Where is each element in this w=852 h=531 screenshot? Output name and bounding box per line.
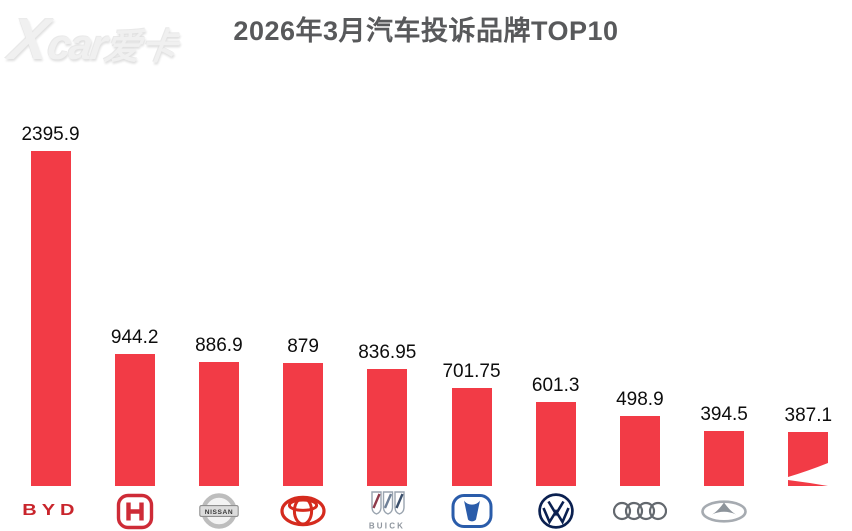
- logo-changan: [437, 491, 507, 531]
- nissan-logo-icon: NISSAN: [199, 493, 239, 529]
- bar-volkswagen: [535, 402, 576, 486]
- value-label: 601.3: [531, 375, 580, 396]
- value-label: 701.75: [442, 361, 501, 382]
- bar-column-chery: 394.5: [689, 0, 759, 531]
- audi-logo-icon: [612, 501, 667, 521]
- chery-logo-icon: [701, 500, 747, 523]
- svg-text:BUICK: BUICK: [369, 522, 405, 531]
- value-label: 387.1: [784, 405, 833, 426]
- toyota-logo-icon: [280, 495, 326, 527]
- bar-nissan: [198, 362, 239, 486]
- bar-column-volkswagen: 601.3: [521, 0, 591, 531]
- bar-changan: [451, 388, 492, 486]
- logo-audi: [605, 491, 675, 531]
- logo-toyota: [268, 491, 338, 531]
- changan-logo-icon: [451, 494, 492, 528]
- white-swoosh-overlay-icon: [788, 463, 829, 486]
- value-label: 879: [287, 336, 319, 357]
- value-label: 2395.9: [21, 124, 80, 145]
- bar-column-byd: 2395.9 BYD: [16, 0, 86, 531]
- honda-logo-icon: [116, 493, 153, 529]
- buick-logo-icon: BUICK: [369, 491, 405, 531]
- bar-column-obscured: 387.1: [773, 0, 843, 531]
- bar-column-honda: 944.2: [100, 0, 170, 531]
- bar-column-nissan: 886.9 NISSAN: [184, 0, 254, 531]
- svg-text:NISSAN: NISSAN: [205, 509, 234, 516]
- bar-column-changan: 701.75: [437, 0, 507, 531]
- logo-byd: BYD: [16, 491, 86, 531]
- bar-byd: [30, 151, 71, 486]
- bar-column-toyota: 879: [268, 0, 338, 531]
- chart-title: 2026年3月汽车投诉品牌TOP10: [233, 16, 619, 46]
- bar-column-audi: 498.9: [605, 0, 675, 531]
- bar-obscured: [788, 432, 829, 486]
- bar-column-buick: 836.95 BUICK: [352, 0, 422, 531]
- bar-buick: [367, 369, 408, 486]
- logo-nissan: NISSAN: [184, 491, 254, 531]
- logo-chery: [689, 491, 759, 531]
- value-label: 886.9: [195, 335, 243, 356]
- value-label: 498.9: [616, 389, 664, 410]
- logo-honda: [100, 491, 170, 531]
- value-label: 836.95: [358, 342, 417, 363]
- bar-chery: [704, 431, 745, 486]
- byd-logo-icon: BYD: [21, 502, 80, 519]
- bar-honda: [114, 354, 155, 486]
- bar-audi: [619, 416, 660, 486]
- value-label: 944.2: [110, 327, 159, 348]
- value-label: 394.5: [700, 404, 748, 425]
- logo-buick: BUICK: [352, 491, 422, 531]
- logo-obscured: [773, 491, 843, 531]
- logo-volkswagen: [521, 491, 591, 531]
- vw-logo-icon: [537, 493, 574, 529]
- bar-toyota: [283, 363, 324, 486]
